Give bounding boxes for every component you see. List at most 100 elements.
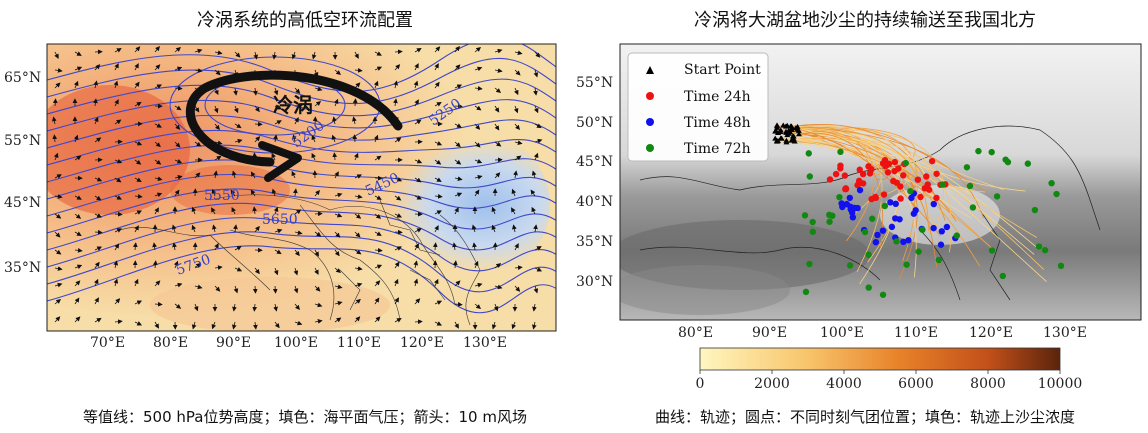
lon-tick: 110°E [337, 335, 381, 351]
wind-arrow [352, 134, 358, 143]
wind-arrow [252, 206, 257, 215]
wind-arrow [474, 141, 481, 148]
wind-arrow [533, 69, 539, 78]
parcel-dot [915, 248, 922, 255]
wind-arrow [332, 116, 337, 125]
wind-arrow [311, 134, 316, 143]
trajectory [776, 137, 915, 262]
wind-arrow [414, 195, 422, 200]
wind-arrow [152, 260, 158, 269]
legend: Start Point Time 24h Time 48h Time 72h [627, 52, 769, 162]
wind-arrow [454, 192, 463, 198]
wind-arrow [154, 192, 163, 198]
wind-arrow [152, 242, 157, 251]
wind-arrow [293, 285, 299, 294]
trajectory [798, 132, 884, 248]
wind-arrow [394, 64, 401, 71]
lat-tick: 45°N [4, 195, 41, 211]
wind-arrow [354, 249, 362, 255]
wind-arrow [274, 228, 283, 234]
wind-arrow [233, 105, 239, 114]
wind-arrow [354, 231, 361, 238]
contour-line [47, 99, 556, 132]
wind-arrow [513, 105, 519, 114]
lon-tick: 120°E [969, 325, 1013, 341]
wind-arrow [114, 298, 121, 305]
parcel-dot [802, 288, 810, 296]
parcel-dot [893, 238, 900, 245]
wind-arrow [93, 98, 98, 107]
wind-arrow [174, 85, 183, 91]
wind-arrow [154, 207, 159, 215]
wind-arrow [194, 105, 200, 113]
wind-arrow [511, 321, 517, 330]
wind-arrow [514, 50, 523, 56]
wind-arrow [250, 189, 256, 197]
wind-arrow [474, 66, 483, 72]
wind-arrow [454, 280, 461, 287]
wind-arrow [134, 177, 142, 182]
start-point [787, 129, 794, 135]
parcel-dot [891, 158, 899, 166]
colorbar-tick: 10000 [1038, 376, 1083, 392]
trajectory [785, 125, 984, 219]
wind-arrow [154, 141, 161, 148]
wind-arrow [531, 206, 536, 215]
parcel-dot [1048, 179, 1055, 187]
wind-arrow [134, 321, 143, 326]
colorbar-tick: 2000 [754, 376, 790, 392]
wind-arrow [74, 264, 83, 270]
wind-arrow [311, 51, 317, 60]
wind-arrow [494, 68, 503, 73]
wind-arrow [113, 278, 119, 287]
wind-arrow [314, 319, 323, 324]
wind-arrow [94, 246, 103, 251]
wind-arrow [54, 249, 62, 255]
wind-arrow [434, 225, 439, 233]
start-points [772, 122, 802, 145]
legend-label: Start Point [684, 62, 761, 78]
parcel-dot [826, 211, 833, 219]
wind-arrow [454, 159, 462, 165]
contour-line [47, 129, 556, 166]
wind-arrow [134, 101, 142, 107]
wind-arrow [354, 298, 361, 305]
parcel-dot [805, 150, 812, 157]
parcel-dot [1004, 158, 1012, 166]
wind-arrow [74, 247, 83, 253]
wind-arrow [533, 152, 539, 161]
wind-arrow [114, 177, 122, 183]
wind-arrow [534, 267, 543, 272]
parcel-dot [895, 165, 902, 172]
wind-arrow [414, 298, 421, 305]
start-point [777, 135, 784, 141]
parcel-dot [923, 173, 930, 180]
wind-arrow [134, 225, 139, 233]
wind-arrow [511, 188, 517, 197]
parcel-dot [841, 172, 849, 179]
trajectory [791, 127, 910, 178]
wind-arrow [254, 267, 260, 275]
wind-arrow [414, 47, 422, 53]
wind-arrow [114, 243, 120, 251]
wind-arrow [233, 285, 239, 294]
wind-arrow [513, 170, 518, 179]
wind-arrow [334, 317, 342, 323]
trajectory [797, 125, 927, 179]
legend-dot [646, 144, 654, 152]
wind-arrow [231, 321, 237, 330]
parcel-dot [838, 200, 845, 207]
wind-arrow [373, 134, 379, 143]
parcel-dot [935, 256, 943, 264]
lat-tick: 30°N [576, 274, 613, 290]
trajectory [786, 138, 952, 253]
start-point-marker-icon [646, 66, 654, 74]
lon-tick: 120°E [400, 335, 444, 351]
wind-arrow [114, 211, 123, 217]
wind-arrow [474, 303, 482, 309]
wind-arrow [314, 285, 321, 292]
wind-arrow [134, 141, 143, 146]
parcel-dot [859, 170, 867, 178]
parcel-dot [887, 199, 894, 206]
parcel-dot [868, 195, 875, 203]
